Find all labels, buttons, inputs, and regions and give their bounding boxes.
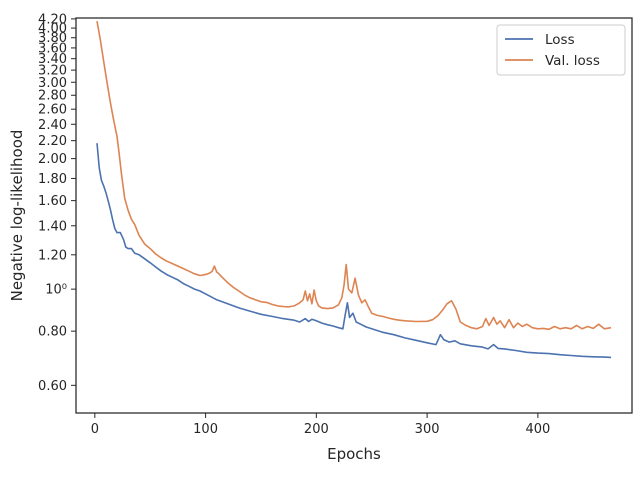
y-tick-label: 2.20 xyxy=(38,134,67,149)
x-axis-label: Epochs xyxy=(327,445,381,463)
x-tick-label: 0 xyxy=(91,422,99,437)
y-tick-label: 1.60 xyxy=(38,194,67,209)
series-line-loss xyxy=(96,143,612,359)
plot-area xyxy=(96,20,612,359)
y-axis-label: Negative log-likelihood xyxy=(8,130,26,302)
x-tick-label: 200 xyxy=(304,422,329,437)
y-tick-label: 4.00 xyxy=(38,22,67,37)
y-tick-label: 3.80 xyxy=(38,31,67,46)
y-tick-label: 0.60 xyxy=(38,379,67,394)
y-tick-label: 0.80 xyxy=(38,325,67,340)
y-tick-label: 3.40 xyxy=(38,52,67,67)
y-tick-label: 4.20 xyxy=(38,12,67,27)
y-tick-label: 3.00 xyxy=(38,76,67,91)
y-tick-label: 2.80 xyxy=(38,89,67,104)
y-tick-label: 2.00 xyxy=(38,152,67,167)
y-tick-label: 2.40 xyxy=(38,118,67,133)
y-tick-label: 10⁰ xyxy=(45,283,67,298)
y-tick-label: 1.40 xyxy=(38,219,67,234)
y-tick-label: 3.20 xyxy=(38,64,67,79)
legend-label: Loss xyxy=(545,32,575,48)
y-tick-label: 1.80 xyxy=(38,172,67,187)
legend-box xyxy=(496,24,626,76)
series-line-val-loss xyxy=(96,20,612,331)
legend-label: Val. loss xyxy=(545,53,600,69)
legend: Loss Val. loss xyxy=(496,24,626,76)
y-tick-label: 1.20 xyxy=(38,248,67,263)
y-tick-label: 2.60 xyxy=(38,103,67,118)
x-tick-label: 100 xyxy=(193,422,218,437)
x-tick-label: 400 xyxy=(525,422,550,437)
y-tick-label: 3.60 xyxy=(38,41,67,56)
tick-group: 0 100 200 300 400 0.60 0.80 10⁰ 1.20 1.40 1.60 1.80… xyxy=(38,12,550,437)
axes-frame xyxy=(75,17,633,414)
x-tick-label: 300 xyxy=(415,422,440,437)
